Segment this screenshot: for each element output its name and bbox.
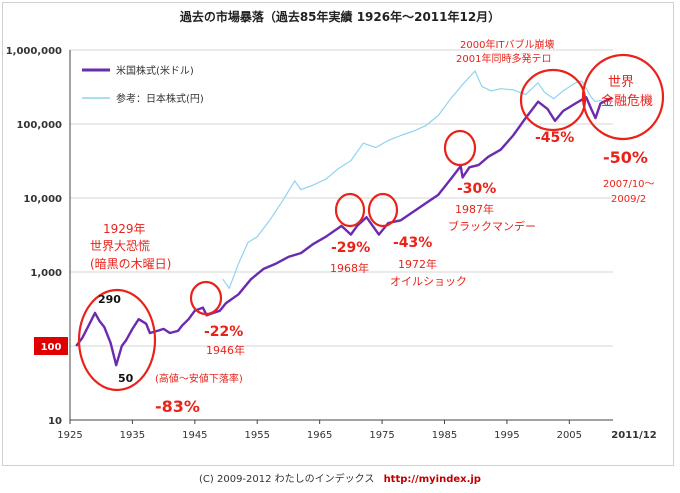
annotation-label: -50% xyxy=(603,148,648,167)
annotation-label: ブラックマンデー xyxy=(448,219,536,233)
annotation-label: (暗黒の木曜日) xyxy=(90,256,171,271)
y-tick-label: 10 xyxy=(48,416,62,427)
annotation-label: 2001年同時多発テロ xyxy=(456,52,551,65)
credit-url[interactable]: http://myindex.jp xyxy=(383,474,481,485)
y-tick-label: 10,000 xyxy=(23,194,62,205)
x-tick-label: 1925 xyxy=(57,430,82,441)
x-tick-label: 1985 xyxy=(432,430,457,441)
annotation-label: 1968年 xyxy=(330,261,369,275)
annotation-label: 1972年 xyxy=(398,257,437,271)
x-tick-label: 1935 xyxy=(120,430,145,441)
annotation-label: 1987年 xyxy=(455,202,494,216)
x-tick-label: 1965 xyxy=(307,430,332,441)
annotation-label: -43% xyxy=(393,235,432,251)
crash-circle xyxy=(581,53,665,141)
annotation-label: -45% xyxy=(535,130,574,146)
us-stock-line xyxy=(75,95,613,367)
credit-line: (C) 2009-2012 わたしのインデックス http://myindex.… xyxy=(0,470,680,485)
annotation-label: 2000年ITバブル崩壊 xyxy=(460,38,555,51)
annotation-label: オイルショック xyxy=(390,275,467,288)
x-tick-label: 1945 xyxy=(182,430,207,441)
annotation-label: 世界 xyxy=(608,75,634,90)
x-tick-label: 1995 xyxy=(494,430,519,441)
crash-circle xyxy=(443,129,477,167)
annotation-label: -83% xyxy=(155,397,200,416)
base-100-label: 100 xyxy=(41,342,62,353)
crash-circle xyxy=(519,68,587,132)
x-tick-label: 2005 xyxy=(557,430,582,441)
y-tick-label: 1,000,000 xyxy=(6,46,62,57)
annotation-label: 50 xyxy=(118,372,134,385)
annotation-label: -29% xyxy=(331,240,370,256)
annotation-label: 2009/2 xyxy=(611,194,646,205)
crash-circle xyxy=(189,280,223,316)
x-tick-label: 1955 xyxy=(245,430,270,441)
crash-circle xyxy=(77,288,157,392)
series-lines xyxy=(75,70,613,367)
legend-label-us: 米国株式(米ドル) xyxy=(116,64,194,77)
annotation-label: 1929年 xyxy=(103,222,146,236)
annotation-label: -30% xyxy=(457,181,496,197)
axes: 1,000,000 100,000 10,000 1,000 100 10 1925 1935… xyxy=(6,46,657,441)
market-crash-chart: 過去の市場暴落（過去85年実績 1926年〜2011年12月） 1,000,00… xyxy=(6,9,665,441)
annotation-label: 2007/10〜 xyxy=(603,179,655,190)
chart-title: 過去の市場暴落（過去85年実績 1926年〜2011年12月） xyxy=(179,9,500,24)
x-tick-label: 1975 xyxy=(369,430,394,441)
y-tick-label: 100,000 xyxy=(16,120,62,131)
japan-stock-line xyxy=(222,70,613,289)
legend: 米国株式(米ドル) 参考：日本株式(円) xyxy=(82,64,204,105)
base-100-badge xyxy=(34,337,68,355)
annotation-label: (高値〜安値下落率) xyxy=(155,372,243,385)
legend-label-jp: 参考：日本株式(円) xyxy=(116,92,204,105)
annotation-label: 世界大恐慌 xyxy=(90,239,150,253)
credit-text: (C) 2009-2012 わたしのインデックス xyxy=(199,474,375,485)
annotation-label: 290 xyxy=(98,293,121,306)
crash-circle xyxy=(334,192,366,228)
x-tick-label: 2011/12 xyxy=(611,430,656,441)
annotation-label: -22% xyxy=(204,324,243,340)
annotation-label: 金融危機 xyxy=(601,93,653,109)
crash-circle xyxy=(367,192,399,228)
annotation-label: 1946年 xyxy=(206,343,245,357)
chart-frame xyxy=(2,2,674,466)
y-tick-label: 1,000 xyxy=(30,268,62,279)
